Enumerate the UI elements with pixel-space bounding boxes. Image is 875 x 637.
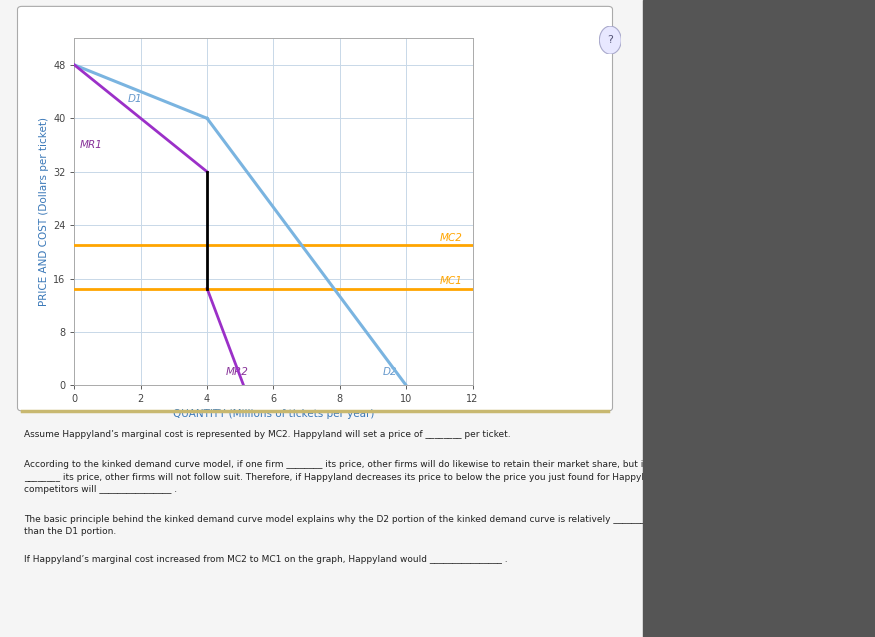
Text: MC2: MC2 xyxy=(439,233,463,243)
Text: MC1: MC1 xyxy=(439,276,463,286)
X-axis label: QUANTITY (Millions of tickets per year): QUANTITY (Millions of tickets per year) xyxy=(172,408,374,419)
Text: If Happyland’s marginal cost increased from MC2 to MC1 on the graph, Happyland w: If Happyland’s marginal cost increased f… xyxy=(24,555,508,564)
Text: D1: D1 xyxy=(128,94,142,104)
Text: Assume Happyland’s marginal cost is represented by MC2. Happyland will set a pri: Assume Happyland’s marginal cost is repr… xyxy=(24,430,511,439)
Text: than the D1 portion.: than the D1 portion. xyxy=(24,527,116,536)
Text: competitors will ________________ .: competitors will ________________ . xyxy=(24,485,178,494)
Text: According to the kinked demand curve model, if one firm ________ its price, othe: According to the kinked demand curve mod… xyxy=(24,460,688,469)
Y-axis label: PRICE AND COST (Dollars per ticket): PRICE AND COST (Dollars per ticket) xyxy=(38,117,49,306)
Text: D2: D2 xyxy=(383,368,397,377)
Circle shape xyxy=(599,26,621,54)
Text: ________ its price, other firms will not follow suit. Therefore, if Happyland de: ________ its price, other firms will not… xyxy=(24,473,678,482)
Text: MR2: MR2 xyxy=(226,368,248,377)
Text: MR1: MR1 xyxy=(80,140,102,150)
Text: ?: ? xyxy=(607,35,613,45)
Text: The basic principle behind the kinked demand curve model explains why the D2 por: The basic principle behind the kinked de… xyxy=(24,515,682,524)
